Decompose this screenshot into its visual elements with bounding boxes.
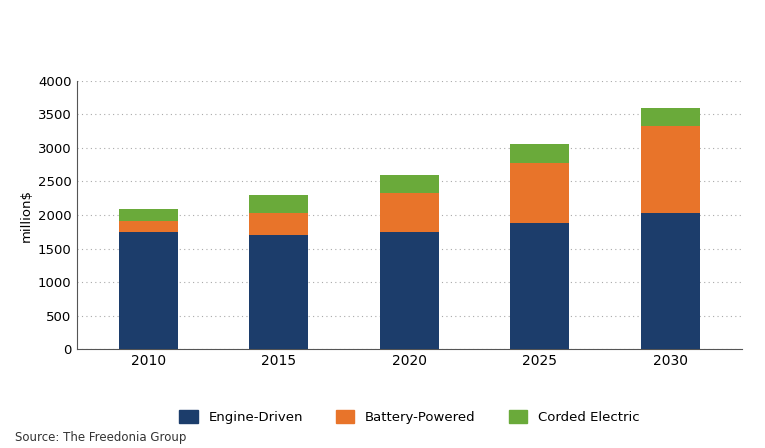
Bar xyxy=(641,126,700,213)
Bar xyxy=(249,213,308,235)
Text: Figure 3-5 | Global Chainsaws Demand by Power Source, 2010 – 2030 (million dolla: Figure 3-5 | Global Chainsaws Demand by … xyxy=(9,10,627,23)
Legend: Engine-Driven, Battery-Powered, Corded Electric: Engine-Driven, Battery-Powered, Corded E… xyxy=(179,410,640,424)
Y-axis label: million$: million$ xyxy=(19,189,32,241)
Bar xyxy=(119,209,177,221)
Text: Source: The Freedonia Group: Source: The Freedonia Group xyxy=(15,431,187,444)
Bar xyxy=(380,175,438,193)
Text: Freedonia: Freedonia xyxy=(640,57,718,71)
Bar xyxy=(510,144,569,163)
Bar xyxy=(119,232,177,349)
Bar xyxy=(249,235,308,349)
Bar xyxy=(249,195,308,213)
Bar xyxy=(380,232,438,349)
Bar xyxy=(510,163,569,224)
Bar xyxy=(641,108,700,126)
Bar xyxy=(641,213,700,349)
Bar xyxy=(119,221,177,232)
Bar xyxy=(380,193,438,232)
Bar xyxy=(510,224,569,349)
